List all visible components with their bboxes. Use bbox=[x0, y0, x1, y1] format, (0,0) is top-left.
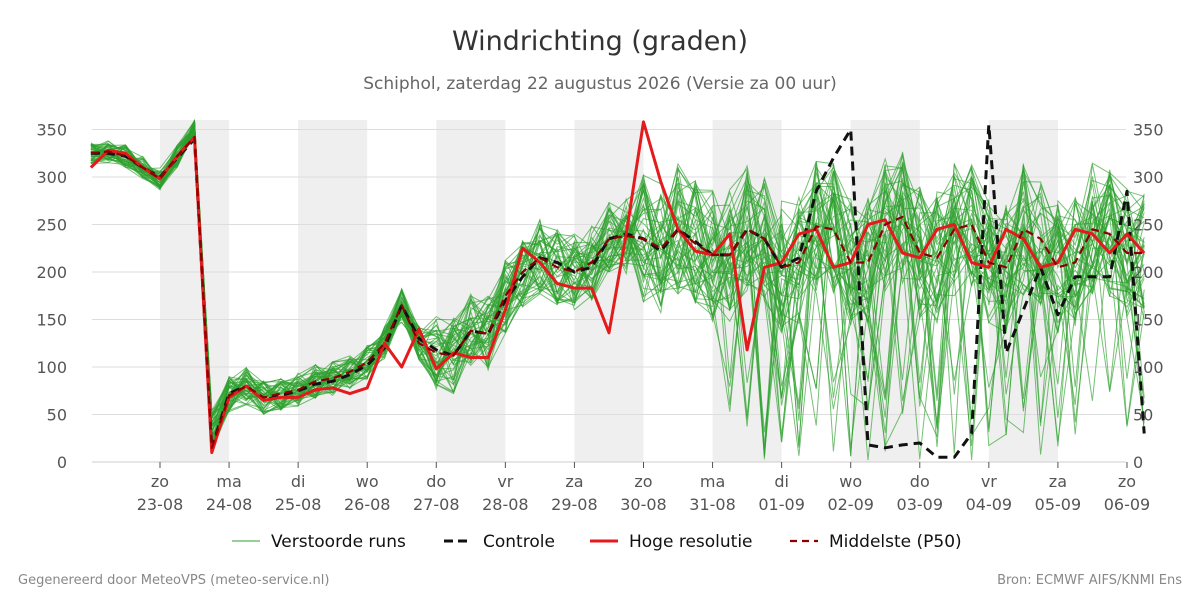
y-tick-label-right: 300 bbox=[1133, 168, 1164, 187]
x-tick-date: 29-08 bbox=[551, 495, 598, 514]
x-tick-day: di bbox=[291, 472, 306, 491]
x-tick-date: 26-08 bbox=[344, 495, 391, 514]
ensemble-run-line bbox=[90, 122, 1145, 456]
y-tick-label-right: 200 bbox=[1133, 263, 1164, 282]
y-tick-label-right: 350 bbox=[1133, 121, 1164, 140]
x-tick-day: do bbox=[426, 472, 446, 491]
x-tick-date: 06-09 bbox=[1104, 495, 1151, 514]
x-tick-date: 28-08 bbox=[482, 495, 529, 514]
y-tick-label-right: 50 bbox=[1133, 406, 1153, 425]
day-band-29-08 bbox=[574, 120, 644, 462]
legend-label: Hoge resolutie bbox=[629, 532, 753, 552]
axes: 0 0 50 50 100 100 150 150 200 200 250 250 300 300 350 3… bbox=[36, 121, 1163, 515]
x-tick-date: 01-09 bbox=[758, 495, 805, 514]
legend-label: Verstoorde runs bbox=[271, 532, 406, 552]
footer-left: Gegenereerd door MeteoVPS (meteo-service… bbox=[18, 573, 329, 588]
series-line-median bbox=[90, 136, 1145, 449]
x-tick-day: di bbox=[774, 472, 789, 491]
legend-label: Controle bbox=[483, 532, 555, 552]
x-tick-date: 02-09 bbox=[827, 495, 874, 514]
legend-item-control: Controle bbox=[444, 532, 555, 552]
legend: Verstoorde runs Controle Hoge resolutie Mid… bbox=[232, 532, 962, 552]
x-tick-day: vr bbox=[981, 472, 997, 491]
x-tick-date: 30-08 bbox=[620, 495, 667, 514]
y-tick-label-left: 250 bbox=[36, 216, 67, 235]
legend-item-ensemble: Verstoorde runs bbox=[232, 532, 406, 552]
x-tick-date: 24-08 bbox=[206, 495, 253, 514]
y-tick-label-left: 50 bbox=[47, 406, 67, 425]
y-tick-label-left: 100 bbox=[36, 358, 67, 377]
chart-subtitle: Schiphol, zaterdag 22 augustus 2026 (Ver… bbox=[363, 74, 837, 94]
x-tick-day: zo bbox=[151, 472, 169, 491]
y-tick-label-right: 0 bbox=[1133, 453, 1143, 472]
x-tick-day: wo bbox=[839, 472, 862, 491]
x-tick-date: 31-08 bbox=[689, 495, 736, 514]
ensemble-run-line bbox=[90, 129, 1145, 443]
x-tick-date: 25-08 bbox=[275, 495, 322, 514]
series-line-hires bbox=[89, 120, 1146, 454]
footer-right: Bron: ECMWF AIFS/KNMI Ens bbox=[997, 573, 1182, 588]
x-tick-date: 04-09 bbox=[966, 495, 1013, 514]
x-tick-day: za bbox=[565, 472, 583, 491]
x-tick-day: zo bbox=[1118, 472, 1136, 491]
y-tick-label-left: 300 bbox=[36, 168, 67, 187]
y-tick-label-right: 250 bbox=[1133, 216, 1164, 235]
legend-item-hires: Hoge resolutie bbox=[590, 532, 753, 552]
y-tick-label-right: 150 bbox=[1133, 311, 1164, 330]
x-tick-date: 03-09 bbox=[897, 495, 944, 514]
day-band-25-08 bbox=[298, 120, 368, 462]
legend-label: Middelste (P50) bbox=[829, 532, 962, 552]
x-tick-day: ma bbox=[700, 472, 725, 491]
ensemble-run-line bbox=[90, 119, 1145, 452]
y-tick-label-left: 350 bbox=[36, 121, 67, 140]
x-tick-day: wo bbox=[356, 472, 379, 491]
x-tick-day: za bbox=[1049, 472, 1067, 491]
chart-title: Windrichting (graden) bbox=[452, 26, 748, 57]
x-tick-day: ma bbox=[216, 472, 241, 491]
main-series bbox=[89, 120, 1146, 459]
x-tick-date: 05-09 bbox=[1035, 495, 1082, 514]
y-tick-label-left: 150 bbox=[36, 311, 67, 330]
x-tick-day: do bbox=[910, 472, 930, 491]
y-tick-label-left: 200 bbox=[36, 263, 67, 282]
ensemble-run-line bbox=[90, 123, 1145, 433]
x-tick-day: zo bbox=[634, 472, 652, 491]
x-tick-day: vr bbox=[497, 472, 513, 491]
ensemble-run-line bbox=[90, 132, 1145, 453]
x-tick-date: 23-08 bbox=[137, 495, 184, 514]
y-tick-label-left: 0 bbox=[57, 453, 67, 472]
day-band-27-08 bbox=[436, 120, 506, 462]
x-tick-date: 27-08 bbox=[413, 495, 460, 514]
ensemble-run-line bbox=[90, 123, 1145, 454]
y-tick-label-right: 100 bbox=[1133, 358, 1164, 377]
legend-item-median: Middelste (P50) bbox=[790, 532, 962, 552]
